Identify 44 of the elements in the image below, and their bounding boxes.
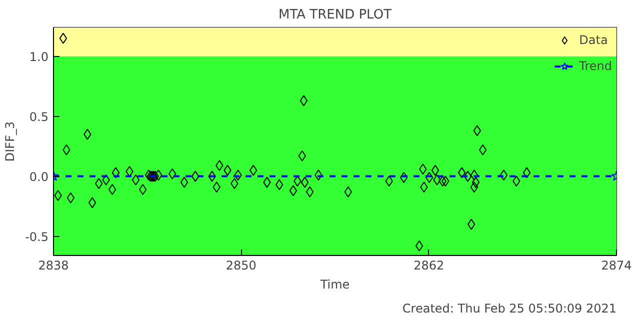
point (112, 167, 120, 178)
legend-label: Data (579, 32, 608, 49)
x-tick-label: 2850 (226, 258, 256, 272)
point (522, 167, 531, 178)
x-tick-label: 2874 (601, 258, 632, 272)
point (472, 176, 480, 188)
x-axis-title: Time (319, 278, 350, 292)
point (470, 170, 478, 181)
point (108, 184, 116, 195)
point (126, 166, 134, 177)
point (470, 182, 478, 193)
point (230, 178, 238, 189)
point (400, 172, 408, 183)
point (425, 172, 434, 183)
point (95, 178, 103, 189)
text: Created: Thu Feb 25 05:50:09 2021 (402, 302, 617, 316)
x-tick-label: 2838 (38, 258, 69, 272)
point (289, 185, 298, 196)
y-tick-label: 1.0 (29, 50, 49, 64)
point (300, 176, 309, 188)
y-tick-label: 0.0 (29, 170, 49, 184)
point (144, 170, 153, 181)
point (180, 176, 188, 188)
point (54, 190, 62, 201)
point (500, 170, 508, 181)
point (88, 197, 96, 208)
point (431, 164, 440, 176)
point (300, 95, 308, 106)
y-axis-title: DIFF_3 (3, 121, 18, 162)
point (415, 240, 424, 252)
point (216, 160, 224, 171)
point (464, 170, 472, 182)
point (132, 174, 140, 186)
y-tick-label: 0.5 (29, 110, 49, 124)
x-tick-label: 2862 (414, 258, 444, 272)
point (306, 186, 314, 198)
point (138, 184, 147, 195)
chart-title: MTA TREND PLOT (278, 8, 392, 22)
y-tick-label: -0.5 (25, 230, 49, 244)
point (275, 179, 284, 190)
legend-label: Trend (579, 58, 612, 75)
point (59, 32, 68, 44)
point (478, 144, 487, 156)
point (66, 192, 75, 204)
